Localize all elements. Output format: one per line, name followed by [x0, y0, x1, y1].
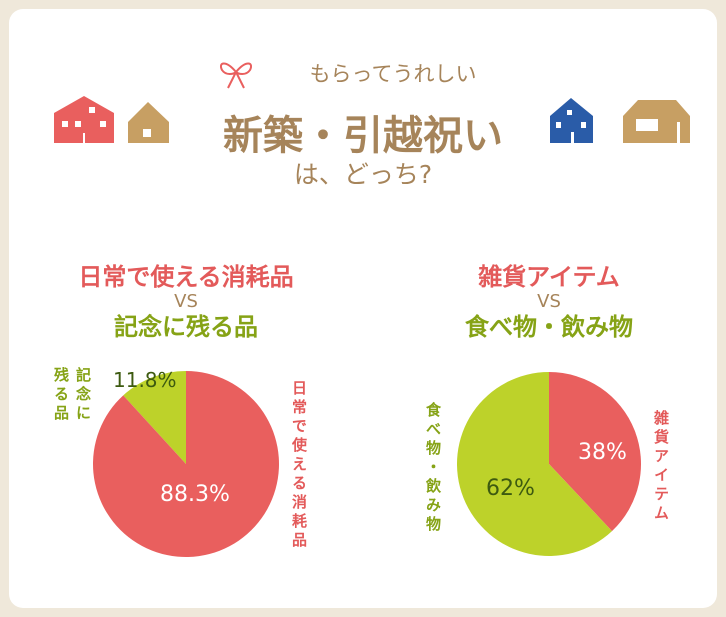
chart1-title-a: 日常で使える消耗品	[78, 263, 294, 291]
chart2-title-b: 食べ物・飲み物	[465, 313, 633, 341]
red-house-icon	[54, 96, 114, 143]
chart2-label-green: 食べ物・飲み物	[424, 402, 442, 535]
ribbon-icon	[220, 62, 252, 89]
header-question: は、どっち?	[293, 160, 433, 189]
chart1-pct-green: 11.8%	[113, 368, 177, 392]
chart2-title: 雑貨アイテム VS 食べ物・飲み物	[399, 262, 699, 342]
header-title: 新築・引越祝い	[223, 113, 503, 159]
chart1-pct-red: 88.3%	[160, 482, 230, 507]
header-subtitle: もらってうれしい	[309, 62, 477, 86]
pie1-slice-1	[123, 371, 186, 464]
chart1-title: 日常で使える消耗品 VS 記念に残る品	[36, 262, 336, 342]
header-illustrations	[54, 62, 690, 143]
chart1-label-green: 記念に残る品	[52, 367, 92, 424]
chart2-title-a: 雑貨アイテム	[478, 263, 620, 291]
chart2-pct-green: 62%	[486, 476, 535, 501]
chart1-vs: VS	[174, 291, 198, 312]
chart2-label-red: 雑貨アイテム	[652, 410, 670, 524]
chart1-title-b: 記念に残る品	[114, 313, 258, 341]
brown-house-icon	[128, 102, 169, 143]
pie2-slice-0	[549, 372, 641, 532]
chart2-vs: VS	[537, 291, 561, 312]
chart2-pct-red: 38%	[578, 440, 627, 465]
pie1-slice-0	[92, 371, 279, 557]
brown-house-wide-icon	[623, 100, 690, 143]
pie2-slice-1	[456, 372, 612, 557]
blue-house-icon	[550, 98, 593, 143]
chart1-label-red: 日常で使える消耗品	[290, 380, 308, 551]
